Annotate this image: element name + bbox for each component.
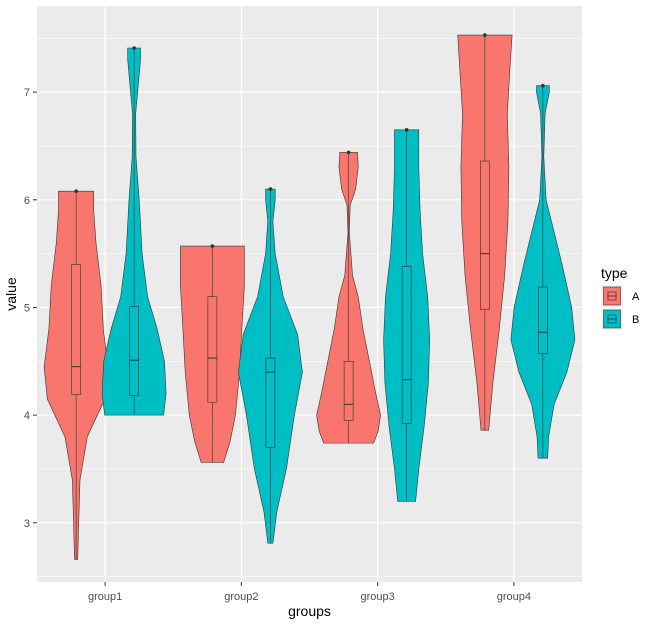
- boxplot-box: [71, 264, 81, 395]
- legend-label: A: [632, 291, 640, 303]
- boxplot-box: [207, 296, 218, 403]
- outlier-point: [483, 33, 487, 37]
- outlier-point: [74, 189, 78, 193]
- boxplot-box: [480, 160, 490, 310]
- y-tick-label: 7: [24, 87, 30, 99]
- boxplot-box: [401, 266, 412, 425]
- boxplot-box: [343, 360, 354, 421]
- outlier-point: [132, 46, 136, 50]
- y-tick-label: 6: [24, 195, 30, 207]
- legend-title: type: [601, 265, 628, 281]
- x-tick-label: group3: [360, 591, 394, 603]
- y-tick-label: 5: [24, 302, 30, 314]
- boxplot-box: [538, 286, 548, 355]
- y-tick-label: 4: [24, 410, 30, 422]
- outlier-point: [404, 128, 409, 132]
- x-tick-label: group2: [224, 591, 258, 603]
- outlier-point: [541, 83, 545, 88]
- legend-key-box: [607, 314, 617, 324]
- legend-key-box: [607, 291, 617, 301]
- violins: [43, 33, 576, 560]
- y-axis-title: value: [3, 277, 19, 311]
- legend: type AB: [601, 265, 640, 330]
- outlier-point: [268, 187, 273, 191]
- y-axis-ticks: 3 4 5 6 7: [24, 87, 37, 530]
- x-axis-title: groups: [288, 603, 331, 619]
- x-tick-label: group1: [88, 591, 122, 603]
- legend-label: B: [632, 314, 639, 326]
- x-tick-label: group4: [497, 591, 531, 603]
- boxplot-box: [265, 357, 276, 448]
- outlier-point: [210, 244, 215, 248]
- boxplot-box: [129, 306, 139, 397]
- outlier-point: [346, 150, 351, 155]
- x-axis-ticks: group1 group2 group3 group4: [88, 582, 531, 603]
- y-tick-label: 3: [24, 518, 30, 530]
